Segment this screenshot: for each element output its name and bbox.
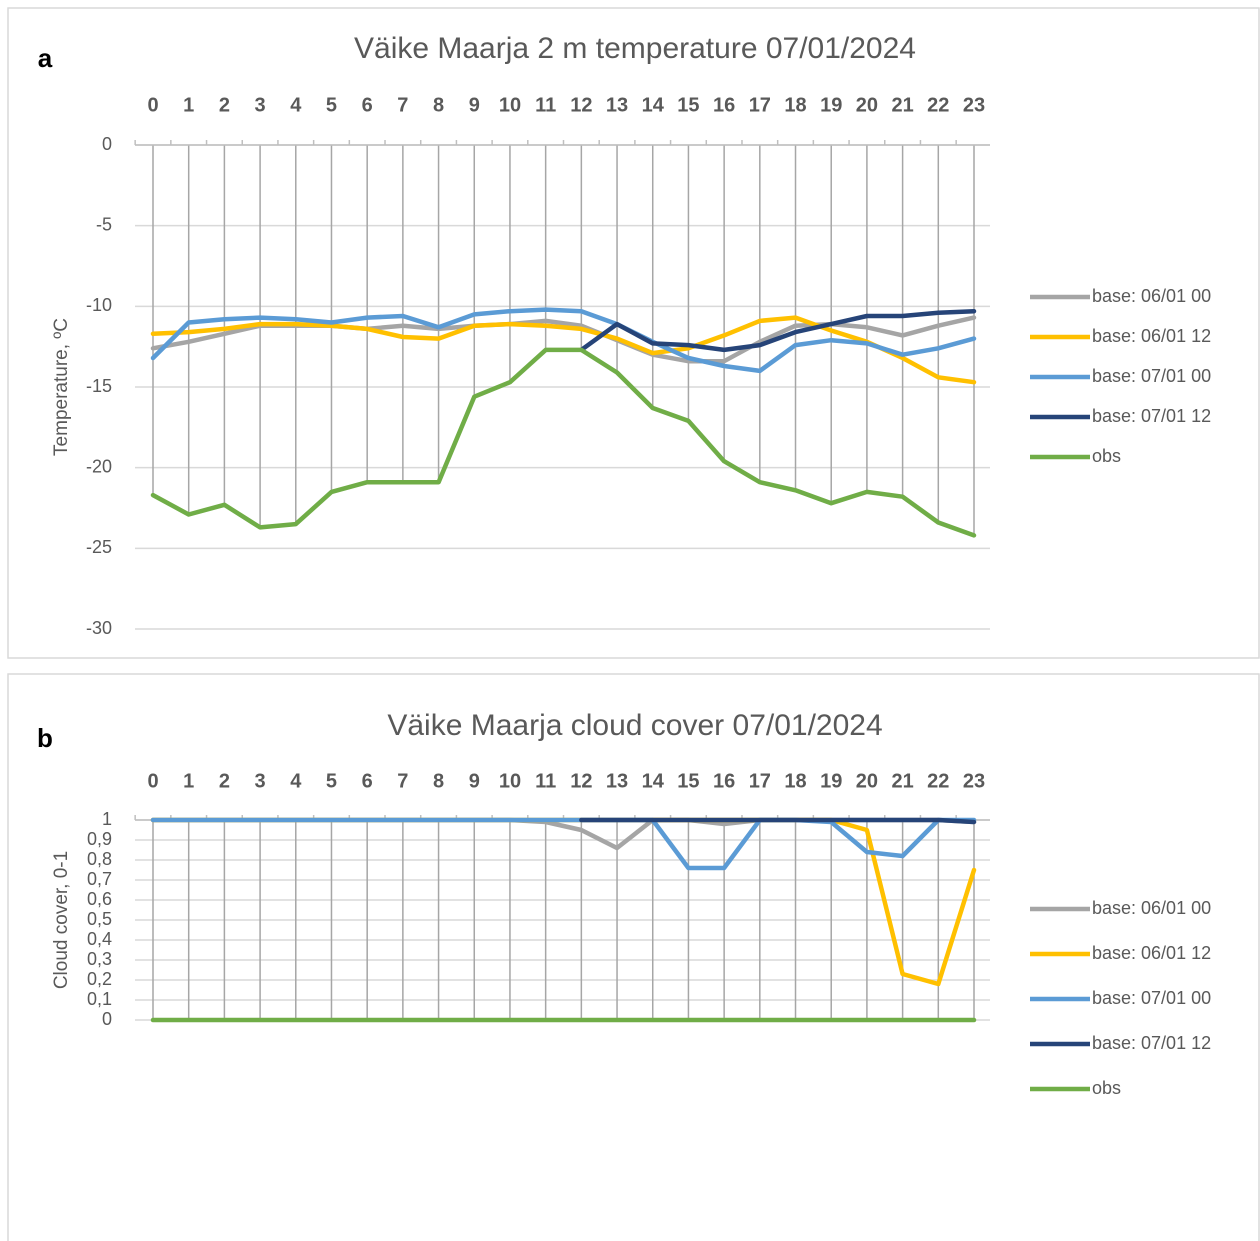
x-tick-label: 14: [642, 94, 665, 116]
legend-label: base: 07/01 12: [1092, 406, 1211, 426]
x-tick-label: 1: [183, 770, 194, 792]
series-line: [579, 308, 977, 353]
y-tick-label: 0: [102, 134, 112, 154]
legend-label: base: 06/01 00: [1092, 286, 1211, 306]
x-tick-label: 22: [927, 94, 949, 116]
y-tick-label: 0: [102, 1009, 112, 1029]
panel-frame: [7, 673, 1260, 1241]
chart-title: Väike Maarja 2 m temperature 07/01/2024: [354, 32, 916, 65]
x-tick-label: 17: [749, 94, 771, 116]
legend-label: base: 07/01 00: [1092, 988, 1211, 1008]
x-tick-label: 0: [147, 94, 158, 116]
x-tick-label: 19: [820, 770, 842, 792]
x-tick-label: 13: [606, 94, 628, 116]
x-tick-label: 20: [856, 94, 878, 116]
x-tick-label: 7: [397, 770, 408, 792]
x-tick-label: 2: [219, 94, 230, 116]
x-tick-label: 5: [326, 94, 337, 116]
x-tick-label: 0: [147, 770, 158, 792]
x-tick-label: 23: [963, 770, 985, 792]
x-tick-label: 8: [433, 770, 444, 792]
legend-label: base: 06/01 12: [1092, 943, 1211, 963]
y-tick-label: -30: [86, 618, 112, 638]
x-tick-label: 12: [570, 94, 592, 116]
legend-label: base: 07/01 00: [1092, 366, 1211, 386]
x-tick-label: 13: [606, 770, 628, 792]
x-tick-label: 9: [469, 94, 480, 116]
y-tick-label: -5: [96, 214, 112, 234]
x-tick-label: 4: [290, 94, 302, 116]
x-tick-label: 23: [963, 94, 985, 116]
x-tick-label: 21: [891, 94, 913, 116]
x-tick-label: 2: [219, 770, 230, 792]
x-tick-label: 19: [820, 94, 842, 116]
x-tick-label: 15: [677, 770, 699, 792]
panel-label: a: [38, 43, 53, 73]
x-tick-label: 14: [642, 770, 665, 792]
legend-label: obs: [1092, 446, 1121, 466]
y-tick-label: 0,2: [87, 969, 112, 989]
x-tick-label: 4: [290, 770, 302, 792]
legend-label: base: 07/01 12: [1092, 1033, 1211, 1053]
y-tick-label: -10: [86, 295, 112, 315]
x-tick-label: 20: [856, 770, 878, 792]
series-line: [150, 307, 977, 374]
y-tick-label: 0,7: [87, 869, 112, 889]
x-tick-label: 6: [362, 94, 373, 116]
x-tick-label: 9: [469, 770, 480, 792]
x-tick-label: 8: [433, 94, 444, 116]
x-tick-label: 10: [499, 770, 521, 792]
y-tick-label: -25: [86, 537, 112, 557]
y-tick-label: 0,1: [87, 989, 112, 1009]
y-tick-label: -20: [86, 456, 112, 476]
x-tick-label: 6: [362, 770, 373, 792]
x-tick-label: 1: [183, 94, 194, 116]
y-tick-label: 0,4: [87, 929, 112, 949]
x-tick-label: 7: [397, 94, 408, 116]
x-tick-label: 10: [499, 94, 521, 116]
x-tick-label: 18: [784, 770, 806, 792]
series-line: [579, 817, 977, 825]
x-tick-label: 16: [713, 94, 735, 116]
x-tick-label: 3: [255, 770, 266, 792]
y-tick-label: 0,8: [87, 849, 112, 869]
series-line: [150, 315, 977, 385]
y-tick-label: -15: [86, 376, 112, 396]
x-tick-label: 17: [749, 770, 771, 792]
series-line: [150, 817, 977, 871]
panel-label: b: [37, 723, 53, 753]
series-line: [150, 347, 977, 538]
y-axis-label: Cloud cover, 0-1: [51, 851, 72, 989]
x-tick-label: 21: [891, 770, 913, 792]
y-tick-label: 1: [102, 809, 112, 829]
x-tick-label: 22: [927, 770, 949, 792]
x-tick-label: 5: [326, 770, 337, 792]
legend-label: base: 06/01 12: [1092, 326, 1211, 346]
legend-label: obs: [1092, 1078, 1121, 1098]
chart-title: Väike Maarja cloud cover 07/01/2024: [387, 709, 882, 742]
x-tick-label: 3: [255, 94, 266, 116]
x-tick-label: 16: [713, 770, 735, 792]
y-tick-label: 0,3: [87, 949, 112, 969]
y-tick-label: 0,9: [87, 829, 112, 849]
y-axis-label: Temperature, ºC: [51, 318, 72, 456]
y-tick-label: 0,6: [87, 889, 112, 909]
x-tick-label: 12: [570, 770, 592, 792]
x-tick-label: 18: [784, 94, 806, 116]
x-tick-label: 11: [535, 94, 556, 116]
x-tick-label: 11: [535, 770, 556, 792]
y-tick-label: 0,5: [87, 909, 112, 929]
legend-label: base: 06/01 00: [1092, 898, 1211, 918]
x-tick-label: 15: [677, 94, 699, 116]
